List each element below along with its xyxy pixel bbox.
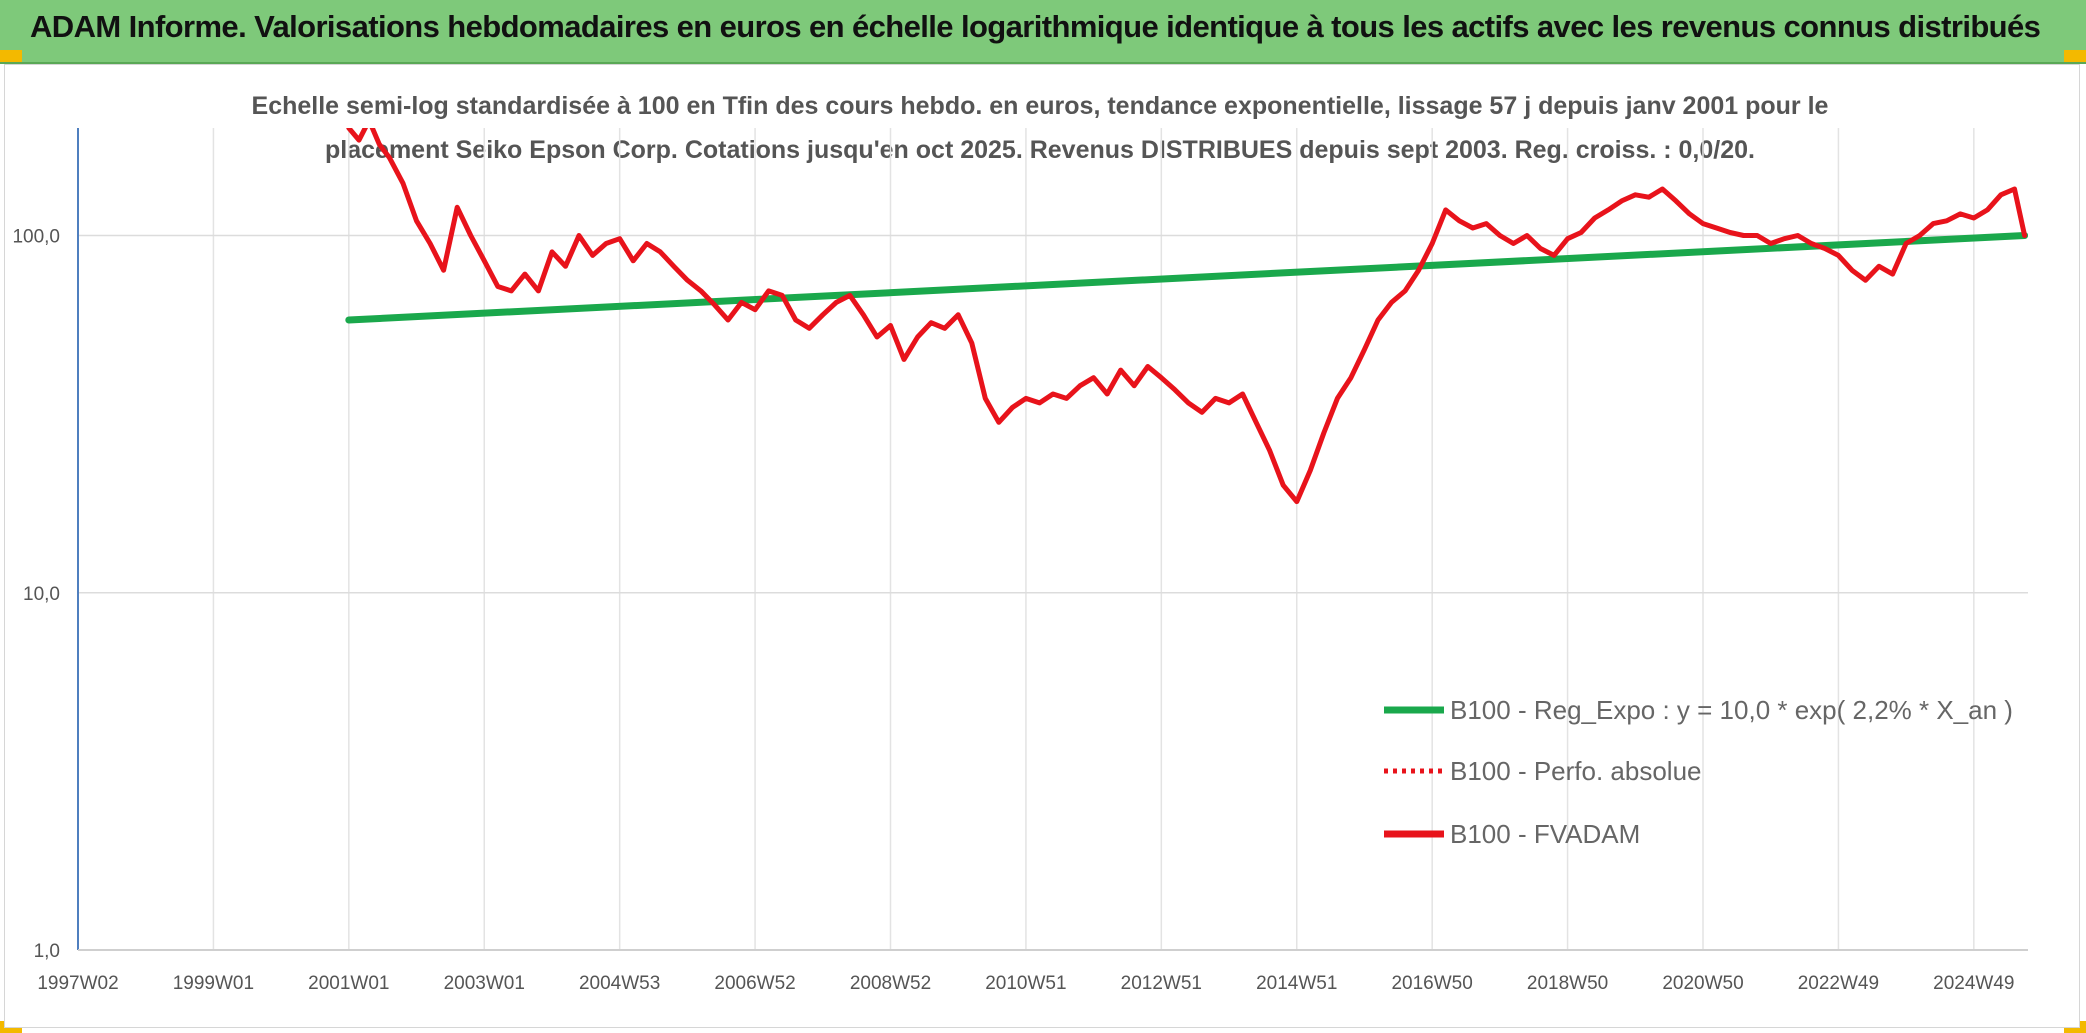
- series-line-1: [345, 232, 2028, 324]
- corner-marker: [0, 50, 22, 62]
- chart-subtitle-line-2: placement Seiko Epson Corp. Cotations ju…: [325, 136, 1755, 164]
- report-title: ADAM Informe. Valorisations hebdomadaire…: [30, 9, 2041, 44]
- chart-subtitle-line-1: Echelle semi-log standardisée à 100 en T…: [251, 92, 1829, 120]
- x-tick-label: 2001W01: [308, 973, 389, 994]
- x-tick-label: 2012W51: [1121, 973, 1202, 994]
- legend-label: B100 - Perfo. absolue: [1450, 756, 1702, 786]
- legend-label: B100 - Reg_Expo : y = 10,0 * exp( 2,2% *…: [1450, 695, 2013, 725]
- x-tick-label: 2020W50: [1662, 973, 1743, 994]
- x-tick-label: 2010W51: [985, 973, 1066, 994]
- x-tick-label: 1999W01: [173, 973, 254, 994]
- x-tick-label: 2003W01: [444, 973, 525, 994]
- x-tick-label: 2018W50: [1527, 973, 1608, 994]
- x-tick-label: 2024W49: [1933, 973, 2014, 994]
- series-line-3: [346, 128, 2028, 505]
- y-tick-label: 100,0: [12, 227, 60, 248]
- x-tick-label: 2004W53: [579, 973, 660, 994]
- corner-marker: [2064, 50, 2086, 62]
- x-tick-label: 2008W52: [850, 973, 931, 994]
- x-tick-label: 2006W52: [714, 973, 795, 994]
- x-tick-label: 2016W50: [1391, 973, 1472, 994]
- x-tick-label: 1997W02: [37, 973, 118, 994]
- legend-label: B100 - FVADAM: [1450, 819, 1640, 849]
- x-tick-label: 2022W49: [1798, 973, 1879, 994]
- chart-area: [4, 64, 2080, 1028]
- header-banner: ADAM Informe. Valorisations hebdomadaire…: [0, 0, 2086, 64]
- y-tick-label: 1,0: [34, 941, 60, 962]
- y-tick-label: 10,0: [23, 584, 60, 605]
- x-tick-label: 2014W51: [1256, 973, 1337, 994]
